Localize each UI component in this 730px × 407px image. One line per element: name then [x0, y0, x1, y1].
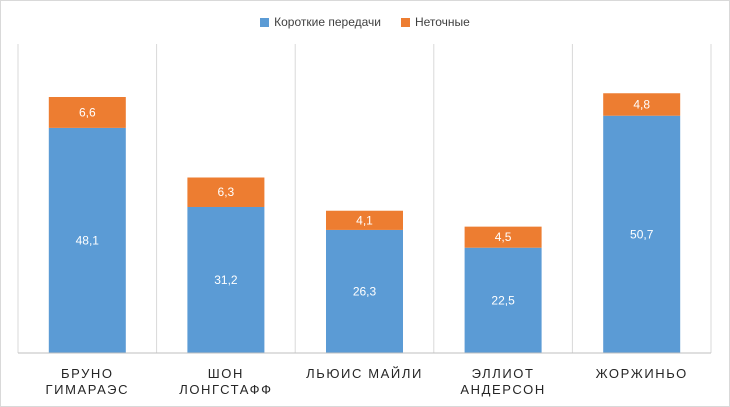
- bar-short-passes: [464, 247, 542, 353]
- data-label-inaccurate: 6,3: [218, 185, 235, 199]
- legend-item-inaccurate: Неточные: [400, 15, 470, 29]
- category-label: ЛОНГСТАФФ: [179, 382, 272, 397]
- data-label-short-passes: 26,3: [353, 284, 377, 298]
- bar-inaccurate: [187, 177, 265, 207]
- data-label-short-passes: 22,5: [491, 293, 515, 307]
- bar-inaccurate: [326, 210, 403, 230]
- category-label: ГИМАРАЭС: [45, 382, 129, 397]
- data-label-short-passes: 50,7: [630, 227, 654, 241]
- bar-short-passes: [603, 115, 681, 353]
- legend: Короткие передачи Неточные: [0, 13, 730, 31]
- legend-label-short-passes: Короткие передачи: [274, 15, 381, 29]
- legend-swatch-short-passes: [260, 17, 270, 27]
- data-label-inaccurate: 4,5: [495, 230, 512, 244]
- bar-short-passes: [48, 127, 126, 353]
- data-label-short-passes: 48,1: [76, 233, 100, 247]
- category-label: БРУНО: [61, 366, 114, 381]
- category-label: ШОН: [208, 366, 244, 381]
- bar-short-passes: [187, 206, 265, 353]
- category-label: ЛЬЮИС МАЙЛИ: [306, 366, 423, 381]
- legend-swatch-inaccurate: [400, 17, 410, 27]
- bar-inaccurate: [48, 97, 126, 128]
- data-label-short-passes: 31,2: [214, 273, 238, 287]
- legend-item-short-passes: Короткие передачи: [260, 15, 381, 29]
- category-label: ЭЛЛИОТ: [472, 366, 535, 381]
- bar-inaccurate: [464, 226, 542, 248]
- data-label-inaccurate: 4,1: [356, 213, 373, 227]
- legend-label-inaccurate: Неточные: [414, 15, 470, 29]
- data-label-inaccurate: 4,8: [633, 97, 650, 111]
- data-label-inaccurate: 6,6: [79, 105, 96, 119]
- bar-inaccurate: [603, 93, 681, 116]
- category-label: ЖОРЖИНЬО: [596, 366, 688, 381]
- bar-short-passes: [326, 229, 403, 353]
- category-label: АНДЕРСОН: [460, 382, 545, 397]
